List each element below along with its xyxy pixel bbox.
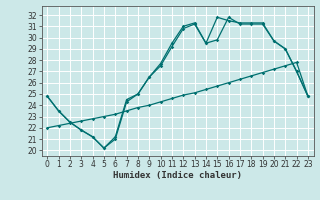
X-axis label: Humidex (Indice chaleur): Humidex (Indice chaleur) [113, 171, 242, 180]
